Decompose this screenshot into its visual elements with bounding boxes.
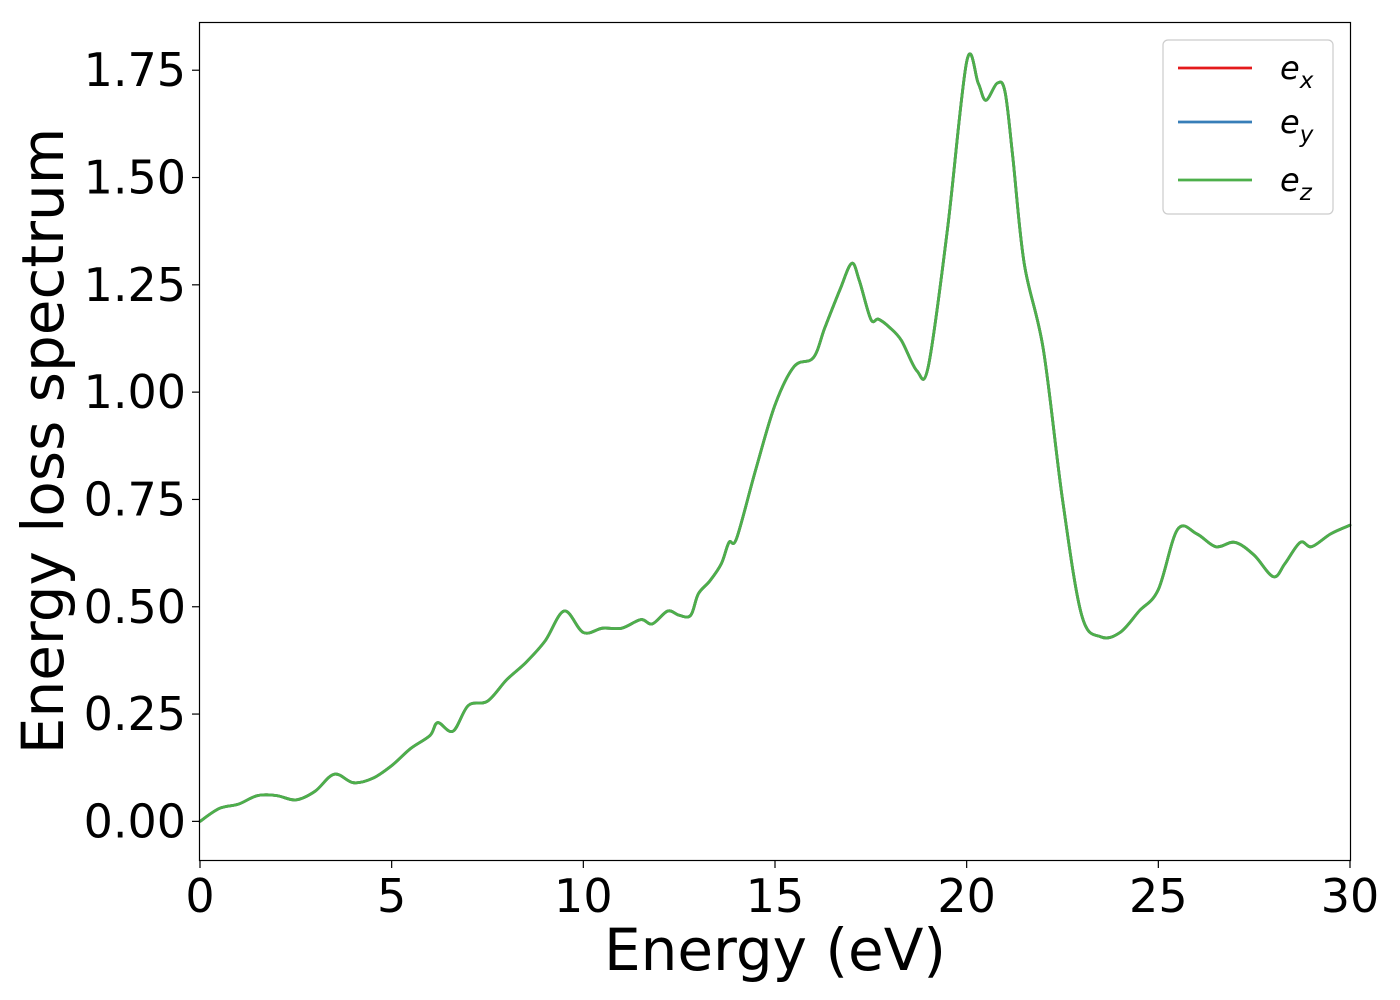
legend-label: ey <box>1280 103 1314 148</box>
x-tick-label: 10 <box>554 869 613 923</box>
legend-label: ex <box>1280 49 1314 94</box>
y-tick-label: 1.25 <box>84 258 186 312</box>
series-layer <box>198 52 1352 823</box>
legend: ex ey ez <box>1162 39 1334 215</box>
y-tick-label: 1.75 <box>84 43 186 97</box>
legend-box <box>1162 39 1334 215</box>
y-tick-label: 0.75 <box>84 472 186 526</box>
legend-entries: ex ey ez <box>1178 49 1314 206</box>
x-axis-ticks: 0 5 10 15 20 25 30 <box>185 860 1379 923</box>
y-tick-label: 1.50 <box>84 151 186 205</box>
x-tick-label: 30 <box>1321 869 1380 923</box>
y-tick-label: 0.25 <box>84 687 186 741</box>
x-tick-label: 15 <box>746 869 805 923</box>
y-tick-label: 0.00 <box>84 794 186 848</box>
x-axis-label: Energy (eV) <box>604 916 946 984</box>
series-line-e-z <box>198 52 1352 823</box>
y-tick-label: 1.00 <box>84 365 186 419</box>
y-tick-label: 0.50 <box>84 580 186 634</box>
x-tick-label: 25 <box>1129 869 1188 923</box>
y-axis-ticks: 0.00 0.25 0.50 0.75 1.00 1.25 1.50 1.75 <box>84 43 200 848</box>
x-tick-label: 0 <box>185 869 214 923</box>
x-tick-label: 5 <box>377 869 406 923</box>
legend-label: ez <box>1280 161 1313 206</box>
x-tick-label: 20 <box>937 869 996 923</box>
y-axis-label: Energy loss spectrum <box>9 128 77 754</box>
